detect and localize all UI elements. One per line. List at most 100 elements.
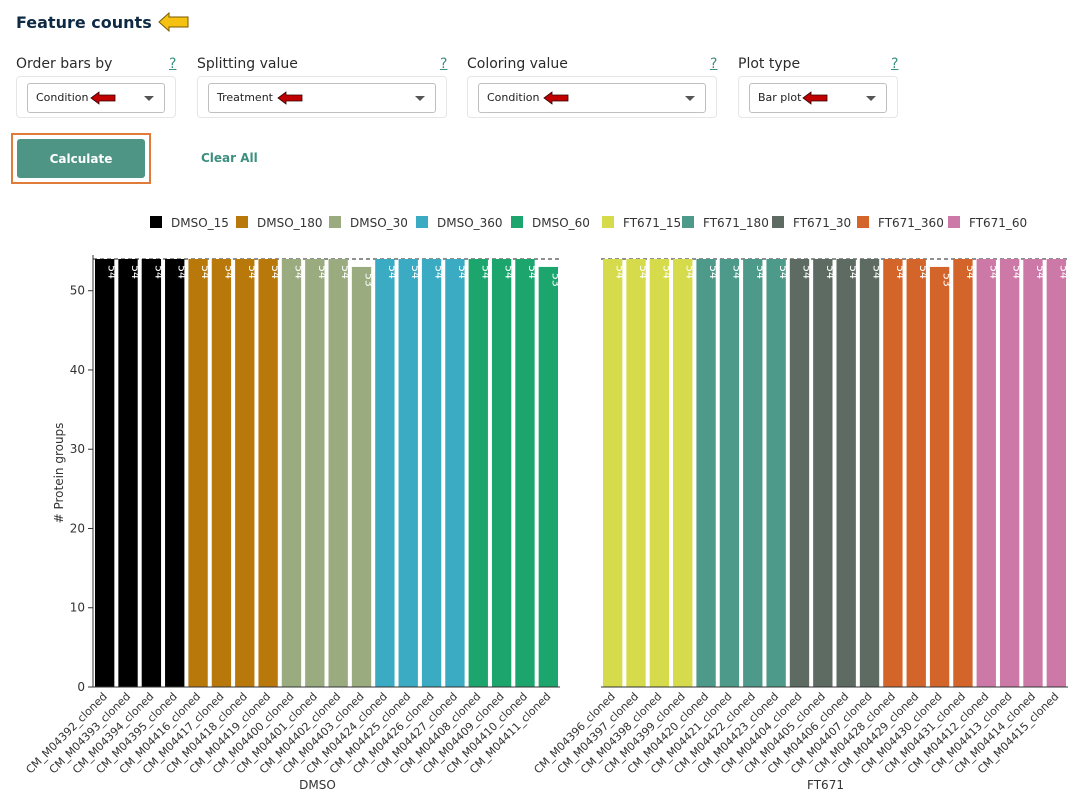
panel-xlabel: DMSO	[299, 778, 336, 792]
splitting-value-select[interactable]: Treatment	[208, 83, 436, 113]
plot-type-card: Bar plot	[738, 76, 898, 118]
bar	[118, 259, 138, 687]
bar-value-label: 54	[503, 265, 516, 279]
bar	[626, 259, 646, 687]
panel-xlabel: FT671	[807, 778, 844, 792]
bar	[421, 259, 442, 687]
legend-swatch	[416, 216, 428, 228]
bar	[305, 259, 325, 687]
bar	[491, 259, 512, 687]
bar-value-label: 54	[871, 265, 884, 279]
bar	[999, 259, 1020, 687]
bar-value-label: 54	[292, 265, 305, 279]
bar-value-label: 54	[526, 265, 539, 279]
bar	[235, 259, 255, 687]
red-arrow-icon	[802, 91, 828, 105]
legend-swatch	[602, 216, 614, 228]
legend-swatch	[682, 216, 694, 228]
coloring-value-label: Coloring value	[467, 56, 568, 72]
plot-type-value: Bar plot	[758, 91, 802, 104]
order-bars-by-label: Order bars by	[16, 56, 113, 72]
plot-type-help-link[interactable]: ?	[891, 56, 899, 72]
bar	[281, 259, 302, 687]
chevron-down-icon	[144, 96, 154, 101]
order-bars-by-select[interactable]: Condition	[27, 83, 165, 113]
bar-value-label: 54	[433, 265, 446, 279]
y-tick-label: 50	[70, 284, 85, 298]
bar	[351, 266, 372, 687]
y-tick-label: 0	[77, 680, 85, 694]
bar-value-label: 54	[199, 265, 212, 279]
bar	[649, 259, 670, 687]
bar-value-label: 54	[1057, 265, 1070, 279]
legend-label: DMSO_60	[532, 216, 590, 230]
y-tick-label: 40	[70, 363, 85, 377]
order-bars-by-help-link[interactable]: ?	[169, 56, 177, 72]
bar-value-label: 54	[1011, 265, 1024, 279]
bar-value-label: 54	[152, 265, 165, 279]
bar	[398, 259, 418, 687]
legend-label: DMSO_30	[350, 216, 408, 230]
splitting-value-help-link[interactable]: ?	[440, 56, 448, 72]
bar	[929, 266, 950, 687]
bar-value-label: 54	[316, 265, 329, 279]
clear-all-button[interactable]: Clear All	[201, 151, 258, 165]
bar-value-label: 54	[777, 265, 790, 279]
bar	[445, 259, 465, 687]
yellow-arrow-icon	[157, 12, 189, 32]
y-tick-label: 30	[70, 442, 85, 456]
bar-value-label: 54	[684, 265, 697, 279]
bar	[906, 259, 926, 687]
legend-swatch	[150, 216, 162, 228]
bar-value-label: 54	[707, 265, 720, 279]
bar	[719, 259, 740, 687]
legend-label: DMSO_180	[257, 216, 323, 230]
bar	[1023, 259, 1043, 687]
legend-swatch	[948, 216, 960, 228]
bar-value-label: 53	[363, 273, 376, 287]
legend-label: FT671_15	[623, 216, 681, 230]
bar-value-label: 54	[269, 265, 282, 279]
bar-value-label: 54	[386, 265, 399, 279]
chevron-down-icon	[415, 96, 425, 101]
bar-value-label: 54	[246, 265, 259, 279]
y-axis-title: # Protein groups	[52, 423, 66, 524]
bar-value-label: 53	[549, 273, 562, 287]
splitting-value-value: Treatment	[217, 91, 273, 104]
bar-value-label: 54	[409, 265, 422, 279]
bar-value-label: 54	[894, 265, 907, 279]
bar	[953, 259, 973, 687]
legend-label: DMSO_15	[171, 216, 229, 230]
bar-value-label: 54	[847, 265, 860, 279]
bar	[141, 259, 162, 687]
bar	[258, 259, 278, 687]
y-tick-label: 20	[70, 521, 85, 535]
bar-value-label: 54	[479, 265, 492, 279]
coloring-value-help-link[interactable]: ?	[710, 56, 718, 72]
bar	[165, 259, 185, 687]
order-bars-by-value: Condition	[36, 91, 89, 104]
bar-value-label: 54	[754, 265, 767, 279]
red-arrow-icon	[543, 91, 569, 105]
legend-swatch	[329, 216, 341, 228]
calculate-button[interactable]: Calculate	[17, 139, 145, 178]
bar	[1046, 259, 1066, 687]
chevron-down-icon	[685, 96, 695, 101]
coloring-value-select[interactable]: Condition	[478, 83, 706, 113]
bar	[789, 259, 810, 687]
legend-label: DMSO_360	[437, 216, 503, 230]
bar-value-label: 54	[824, 265, 837, 279]
y-tick-label: 10	[70, 601, 85, 615]
bar-value-label: 54	[106, 265, 119, 279]
bar	[859, 259, 880, 687]
plot-type-select[interactable]: Bar plot	[749, 83, 887, 113]
bar	[468, 259, 488, 687]
bar	[211, 259, 232, 687]
bar-value-label: 53	[941, 273, 954, 287]
plot-type-label: Plot type	[738, 56, 801, 72]
legend-label: FT671_180	[703, 216, 769, 230]
bar-value-label: 54	[637, 265, 650, 279]
legend-label: FT671_60	[969, 216, 1027, 230]
bar	[766, 259, 786, 687]
bar-value-label: 54	[964, 265, 977, 279]
